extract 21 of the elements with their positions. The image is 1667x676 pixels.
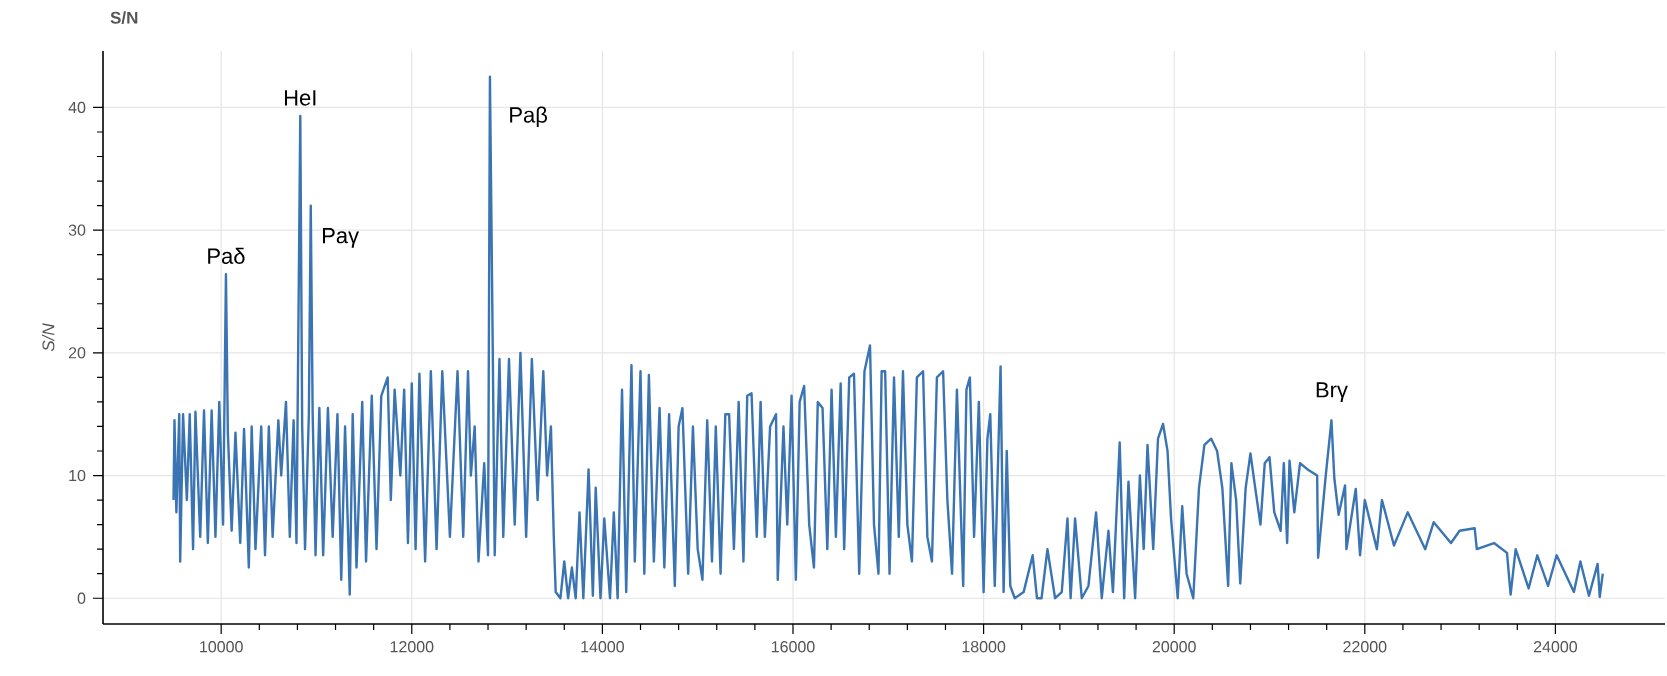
y-tick-label: 0	[77, 592, 86, 604]
annotation: HeI	[284, 90, 316, 106]
chart-title: S/N	[110, 11, 138, 24]
x-tick-label: 16000	[771, 641, 815, 653]
x-tick-label: 18000	[962, 641, 1006, 653]
y-tick-label: 10	[69, 469, 86, 482]
y-tick-label: 40	[68, 101, 86, 114]
annotation: Paδ	[208, 247, 245, 264]
x-tick-label: 22000	[1343, 641, 1387, 653]
annotation: Paβ	[510, 106, 547, 127]
line-series	[172, 75, 1604, 600]
x-tick-label: 10000	[200, 641, 243, 653]
y-axis-title: S/N	[41, 323, 55, 352]
annotation: Brγ	[1316, 382, 1348, 402]
annotation: Paγ	[322, 228, 359, 248]
y-tick-label: 20	[68, 347, 86, 359]
y-tick-label: 30	[68, 224, 86, 236]
x-tick-label: 14000	[581, 641, 625, 653]
x-tick-label: 12000	[390, 641, 434, 653]
x-tick-label: 24000	[1533, 641, 1578, 653]
x-tick-label: 20000	[1152, 641, 1196, 653]
